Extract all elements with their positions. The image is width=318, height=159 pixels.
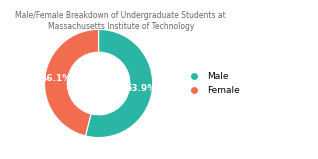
Text: Male/Female Breakdown of Undergraduate Students at
Massachusetts Institute of Te: Male/Female Breakdown of Undergraduate S… — [16, 11, 226, 31]
Text: 46.1%: 46.1% — [41, 74, 72, 83]
Legend: Male, Female: Male, Female — [182, 69, 243, 98]
Text: 53.9%: 53.9% — [125, 84, 156, 93]
Wedge shape — [45, 29, 99, 136]
Wedge shape — [86, 29, 153, 138]
